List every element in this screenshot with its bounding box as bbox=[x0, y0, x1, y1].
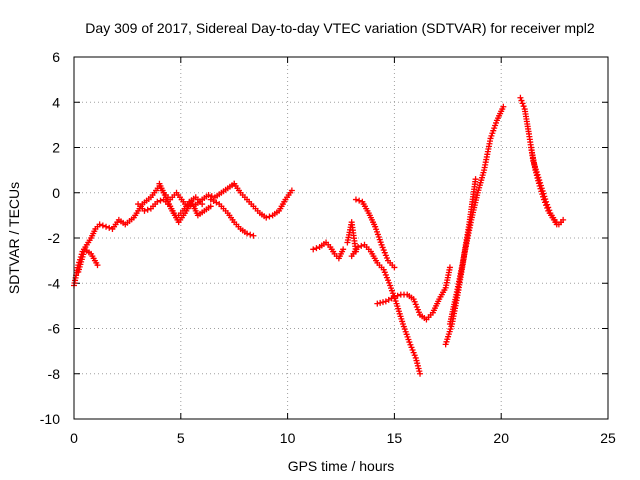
data-point bbox=[553, 221, 560, 228]
data-point bbox=[358, 242, 365, 249]
data-point bbox=[144, 206, 151, 213]
data-point bbox=[205, 192, 212, 199]
data-point bbox=[518, 97, 525, 104]
series-seg7 bbox=[310, 239, 347, 262]
series-seg5 bbox=[207, 196, 257, 239]
series-seg4 bbox=[156, 180, 214, 226]
y-tick-label: -6 bbox=[48, 321, 61, 337]
data-point bbox=[539, 191, 546, 198]
series-seg15 bbox=[528, 144, 565, 228]
data-point bbox=[391, 264, 398, 271]
data-point bbox=[380, 299, 387, 306]
data-point bbox=[500, 103, 507, 110]
y-tick-label: -2 bbox=[48, 230, 61, 246]
y-tick-label: 2 bbox=[52, 140, 60, 156]
data-point bbox=[157, 197, 164, 204]
x-tick-label: 5 bbox=[177, 430, 185, 446]
series-seg9 bbox=[352, 196, 398, 271]
data-point bbox=[141, 207, 148, 214]
y-tick-label: -10 bbox=[40, 411, 60, 427]
data-point bbox=[103, 223, 110, 230]
data-point bbox=[247, 231, 254, 238]
data-point bbox=[394, 292, 401, 299]
data-point bbox=[207, 203, 214, 210]
data-point bbox=[106, 224, 113, 231]
y-tick-label: 6 bbox=[52, 49, 60, 65]
data-point bbox=[288, 187, 295, 194]
data-point bbox=[374, 300, 381, 307]
data-point bbox=[263, 214, 270, 221]
axis-ticks: 0 5 10 15 20 25 -10 -8 -6 -4 -2 0 2 4 6 bbox=[40, 49, 616, 446]
data-point bbox=[94, 262, 101, 269]
data-point bbox=[96, 221, 103, 228]
y-tick-label: 0 bbox=[52, 185, 60, 201]
data-point bbox=[417, 370, 424, 377]
data-point bbox=[541, 199, 548, 206]
data-point bbox=[352, 196, 359, 203]
x-axis-label: GPS time / hours bbox=[288, 458, 395, 474]
data-point bbox=[250, 232, 257, 239]
x-tick-label: 25 bbox=[600, 430, 616, 446]
chart-title: Day 309 of 2017, Sidereal Day-to-day VTE… bbox=[85, 20, 595, 36]
data-point bbox=[340, 246, 347, 253]
data-point bbox=[540, 196, 547, 203]
y-tick-label: -8 bbox=[48, 366, 61, 382]
data-point bbox=[244, 230, 251, 237]
data-point bbox=[355, 244, 362, 251]
data-point bbox=[558, 219, 565, 226]
plot-frame bbox=[73, 56, 609, 420]
data-point bbox=[266, 213, 273, 220]
data-point bbox=[208, 193, 215, 200]
data-point bbox=[543, 202, 550, 209]
data-point bbox=[99, 222, 106, 229]
data-point bbox=[540, 193, 547, 200]
data-point bbox=[377, 299, 384, 306]
data-point bbox=[391, 293, 398, 300]
data-point bbox=[310, 246, 317, 253]
data-point bbox=[199, 201, 206, 208]
data-point bbox=[520, 103, 527, 110]
data-point bbox=[313, 245, 320, 252]
x-tick-label: 0 bbox=[70, 430, 78, 446]
series-seg13 bbox=[446, 176, 479, 327]
data-point bbox=[472, 176, 479, 183]
series-seg6 bbox=[231, 180, 295, 221]
data-point bbox=[356, 197, 363, 204]
data-point bbox=[446, 264, 453, 271]
series-seg2 bbox=[75, 246, 101, 275]
data-point bbox=[517, 94, 524, 101]
data-points bbox=[71, 94, 567, 377]
data-point bbox=[536, 182, 543, 189]
y-tick-label: -4 bbox=[48, 275, 61, 291]
data-point bbox=[154, 198, 161, 205]
data-point bbox=[519, 100, 526, 107]
data-point bbox=[538, 188, 545, 195]
y-tick-label: 4 bbox=[52, 94, 60, 110]
series-seg11 bbox=[374, 264, 453, 323]
x-tick-label: 20 bbox=[493, 430, 509, 446]
x-tick-label: 15 bbox=[387, 430, 403, 446]
data-point bbox=[537, 185, 544, 192]
data-point bbox=[544, 205, 551, 212]
y-axis-label: SDTVAR / TECUs bbox=[6, 182, 22, 294]
x-tick-label: 10 bbox=[280, 430, 296, 446]
